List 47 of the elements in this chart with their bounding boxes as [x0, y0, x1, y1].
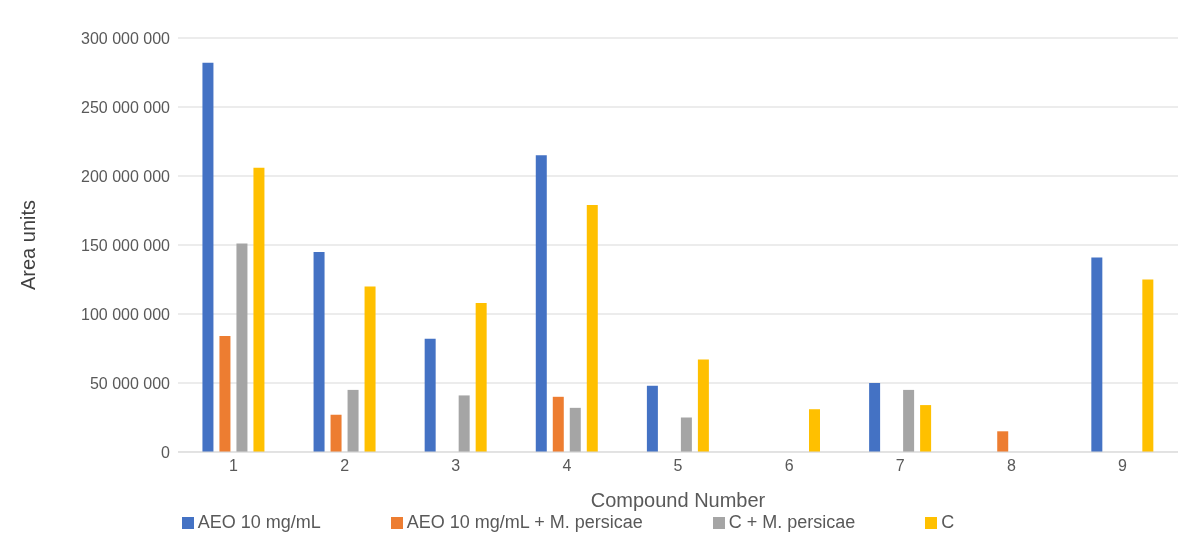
legend-label: AEO 10 mg/mL + M. persicae [406, 512, 643, 532]
bar [347, 389, 359, 452]
bar [809, 409, 820, 452]
legend-label: C [941, 512, 955, 532]
bar [680, 417, 692, 452]
x-axis-title: Compound Number [590, 489, 766, 511]
y-tick-label: 100 000 000 [81, 305, 171, 323]
bar [646, 385, 658, 452]
x-tick-label: 9 [1117, 457, 1127, 475]
bar [535, 155, 547, 452]
x-tick-label: 8 [1006, 457, 1016, 475]
bar [903, 389, 915, 452]
y-tick-label: 0 [161, 443, 171, 461]
bar [219, 336, 231, 452]
bar [202, 62, 214, 452]
bar [424, 338, 436, 452]
y-tick-label: 50 000 000 [89, 374, 171, 392]
y-tick-label: 150 000 000 [81, 236, 171, 254]
x-tick-label: 6 [784, 457, 794, 475]
legend-label: C + M. persicae [728, 512, 856, 532]
bar [697, 359, 709, 452]
bar [1142, 279, 1154, 452]
x-tick-label: 5 [673, 457, 683, 475]
x-tick-label: 4 [562, 457, 572, 475]
bar [569, 407, 581, 452]
x-tick-label: 7 [895, 457, 905, 475]
legend-label: AEO 10 mg/mL [197, 512, 321, 532]
bar [313, 251, 325, 452]
y-axis-title: Area units [17, 199, 40, 291]
bar [475, 302, 487, 452]
bar [869, 383, 881, 452]
bar [586, 204, 598, 452]
bar [552, 396, 564, 452]
y-tick-label: 200 000 000 [81, 167, 171, 185]
x-tick-label: 3 [451, 457, 461, 475]
y-tick-label: 300 000 000 [81, 29, 171, 47]
bar [236, 243, 248, 452]
bar [364, 286, 376, 452]
y-tick-label: 250 000 000 [81, 98, 171, 116]
bar [920, 405, 932, 452]
bar [997, 431, 1009, 452]
bar [253, 167, 265, 452]
x-tick-label: 2 [340, 457, 350, 475]
bar [330, 414, 342, 452]
bar [1091, 257, 1103, 452]
x-tick-label: 1 [229, 457, 239, 475]
bar [458, 395, 470, 452]
